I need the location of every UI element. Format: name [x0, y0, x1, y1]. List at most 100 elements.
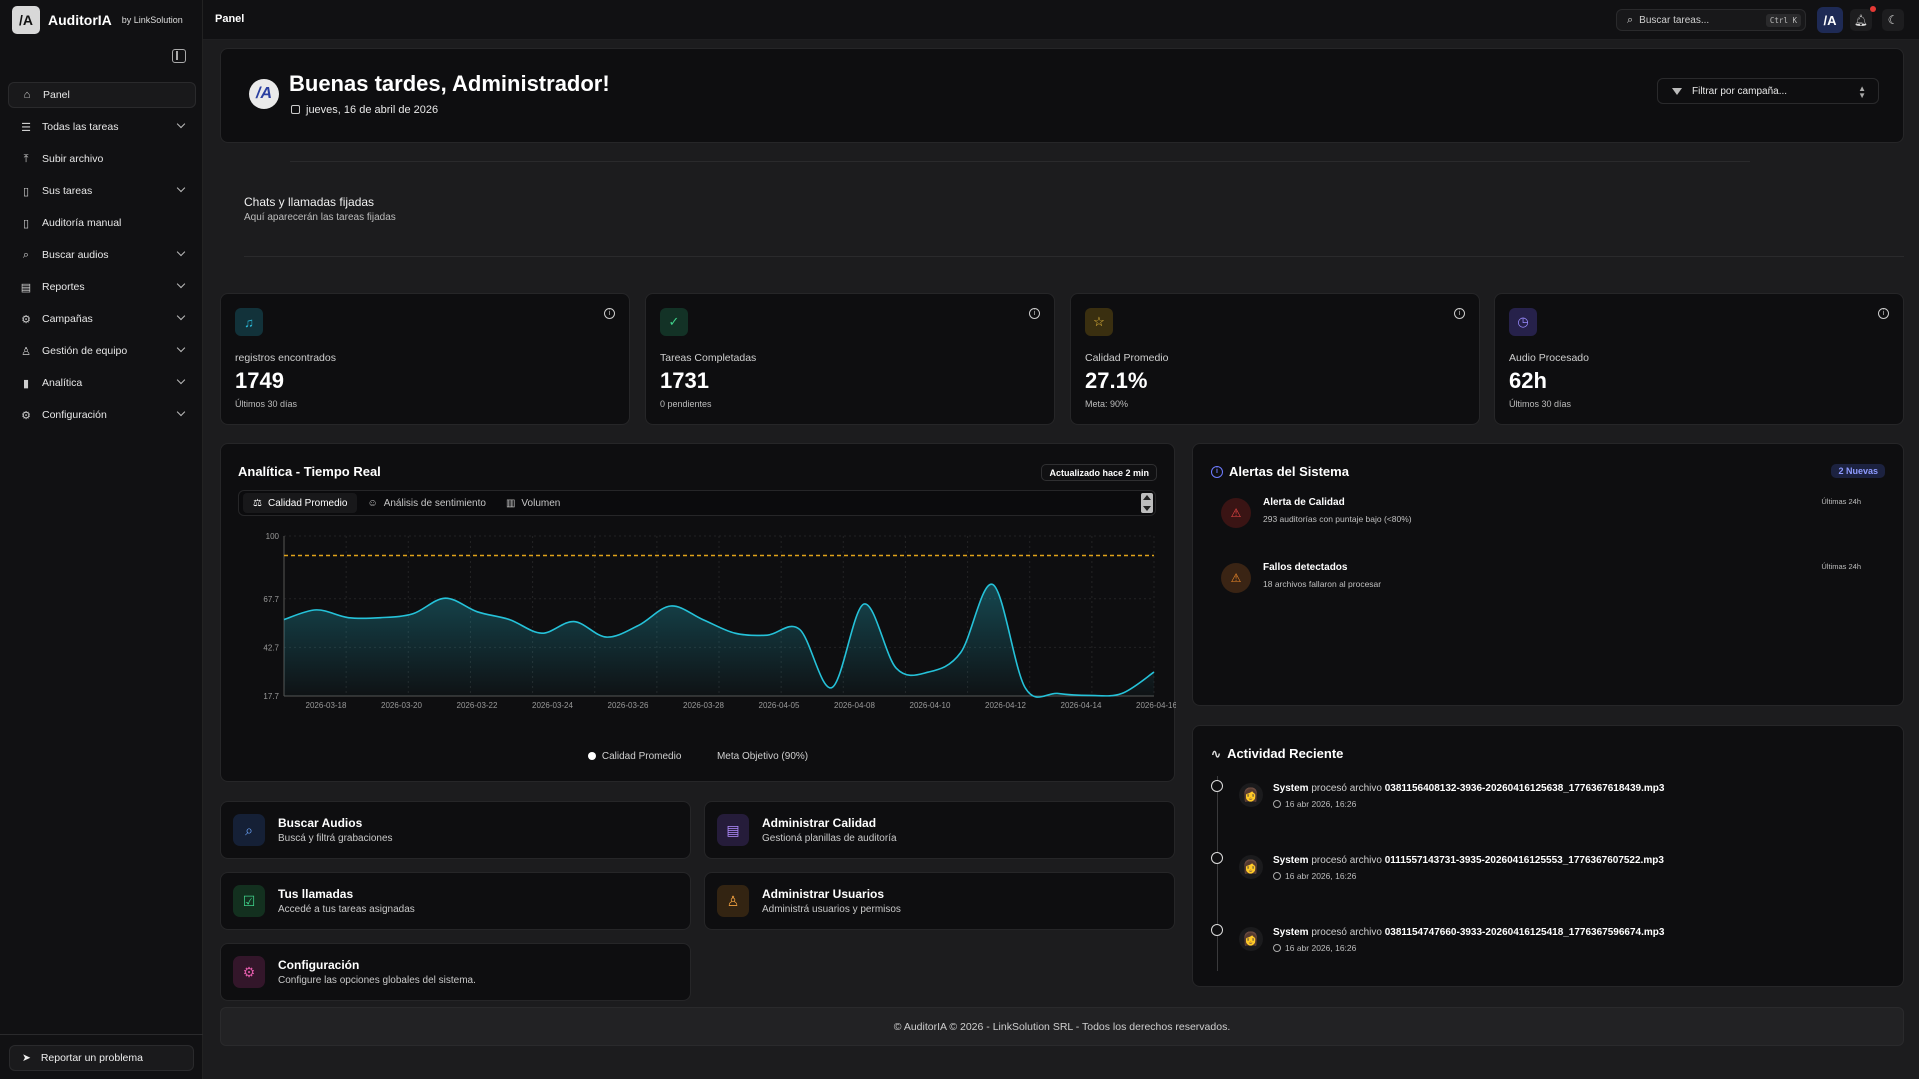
chart-legend: Calidad Promedio Meta Objetivo (90%): [221, 751, 1175, 762]
analytics-card: Analítica - Tiempo Real Actualizado hace…: [220, 443, 1176, 782]
quick-action-subtitle: Configure las opciones globales del sist…: [278, 975, 476, 986]
sidebar-item-7[interactable]: ⚙ Campañas: [8, 306, 196, 332]
clipboard-icon: ▤: [717, 814, 749, 846]
quick-action-card[interactable]: ☑ Tus llamadas Accedé a tus tareas asignad…: [220, 872, 691, 930]
chevron-down-icon[interactable]: [176, 343, 186, 353]
quick-action-card[interactable]: ♙ Administrar Usuarios Administrá usuarios…: [704, 872, 1175, 930]
y-tick-label: 67.7: [263, 595, 279, 604]
chevron-down-icon[interactable]: [176, 311, 186, 321]
sidebar: /A AuditorIA by LinkSolution ⌂ Panel ☰ Toda…: [0, 0, 203, 1079]
campaign-filter[interactable]: Filtrar por campaña... ▲ ▼: [1657, 78, 1879, 104]
gear-icon: ⚙: [233, 956, 265, 988]
activity-item[interactable]: 👩 System procesó archivo 0381154747660-39…: [1211, 922, 1911, 972]
quick-action-title: Buscar Audios: [278, 816, 363, 830]
y-tick-label: 100: [266, 532, 280, 541]
tab-1[interactable]: ☺ Análisis de sentimiento: [357, 493, 496, 513]
x-tick-label: 2026-04-10: [910, 701, 951, 710]
activity-file[interactable]: 0381154747660-3933-20260416125418_177636…: [1384, 927, 1665, 938]
sidebar-item-8[interactable]: ♙ Gestión de equipo: [8, 338, 196, 364]
stat-card[interactable]: ✓ i Tareas Completadas 1731 0 pendientes: [645, 293, 1055, 425]
report-problem-button[interactable]: ➤ Reportar un problema: [9, 1045, 194, 1071]
file-audio-icon: ♫: [235, 308, 263, 336]
shortcut-hint: Ctrl K: [1765, 14, 1801, 27]
avatar[interactable]: /A: [1817, 7, 1843, 33]
timeline-dot: [1211, 780, 1223, 792]
stat-value: 27.1%: [1085, 368, 1148, 393]
tab-label: Volumen: [521, 497, 561, 509]
chevron-down-icon[interactable]: [176, 407, 186, 417]
tab-2[interactable]: ▥ Volumen: [496, 493, 570, 513]
theme-toggle-button[interactable]: ☾: [1882, 9, 1904, 31]
series-line: [283, 583, 1155, 698]
stat-card[interactable]: ◷ i Audio Procesado 62h Últimos 30 días: [1494, 293, 1904, 425]
divider: [244, 256, 1904, 257]
search-box[interactable]: ⌕ Ctrl K: [1616, 9, 1806, 31]
brand-name: AuditorIA: [48, 12, 112, 28]
info-icon[interactable]: i: [1029, 308, 1040, 319]
activity-file[interactable]: 0381156408132-3936-20260416125638_177636…: [1384, 783, 1665, 794]
updated-badge: Actualizado hace 2 min: [1041, 464, 1157, 481]
sidebar-item-5[interactable]: ⌕ Buscar audios: [8, 242, 196, 268]
quick-action-card[interactable]: ⌕ Buscar Audios Buscá y filtrá grabaciones: [220, 801, 691, 859]
search-input[interactable]: [1639, 14, 1760, 26]
quick-action-subtitle: Accedé a tus tareas asignadas: [278, 904, 415, 915]
activity-time-text: 16 abr 2026, 16:26: [1285, 943, 1357, 953]
quick-action-card[interactable]: ⚙ Configuración Configure las opciones glo…: [220, 943, 691, 1001]
chevron-down-icon[interactable]: [176, 375, 186, 385]
alert-time: Últimas 24h: [1821, 497, 1861, 506]
x-tick-label: 2026-03-26: [608, 701, 649, 710]
sidebar-item-0[interactable]: ⌂ Panel: [8, 82, 196, 108]
tab-0[interactable]: ⚖ Calidad Promedio: [243, 493, 358, 513]
alert-subtitle: 293 auditorías con puntaje bajo (<80%): [1263, 514, 1412, 524]
analytics-title: Analítica - Tiempo Real: [238, 464, 381, 479]
sidebar-collapse-icon[interactable]: [172, 49, 186, 63]
chevron-down-icon[interactable]: [176, 183, 186, 193]
chevron-down-icon[interactable]: [176, 279, 186, 289]
x-tick-label: 2026-04-08: [834, 701, 875, 710]
activity-time: 16 abr 2026, 16:26: [1273, 943, 1356, 953]
campaign-icon: ⚙: [21, 313, 31, 326]
notifications-button[interactable]: 🔔︎: [1850, 9, 1872, 31]
topbar: Panel ⌕ Ctrl K /A 🔔︎ ☾: [203, 0, 1919, 40]
series-area: [284, 584, 1154, 698]
activity-actor: System: [1273, 927, 1309, 938]
stat-card[interactable]: ☆ i Calidad Promedio 27.1% Meta: 90%: [1070, 293, 1480, 425]
x-tick-label: 2026-03-22: [457, 701, 498, 710]
chevron-down-icon[interactable]: [176, 119, 186, 129]
sidebar-item-4[interactable]: ▯ Auditoría manual: [8, 210, 196, 236]
activity-item[interactable]: 👩 System procesó archivo 0111557143731-39…: [1211, 850, 1911, 900]
tab-scroll-control[interactable]: [1141, 493, 1153, 513]
sidebar-item-6[interactable]: ▤ Reportes: [8, 274, 196, 300]
alert-item[interactable]: ⚠ Fallos detectados 18 archivos fallaron a…: [1221, 559, 1861, 599]
quick-action-card[interactable]: ▤ Administrar Calidad Gestioná planillas d…: [704, 801, 1175, 859]
warning-icon: ⚠: [1221, 498, 1251, 528]
chevron-down-icon[interactable]: [176, 247, 186, 257]
alert-title: Fallos detectados: [1263, 562, 1348, 573]
legend-series[interactable]: Calidad Promedio: [587, 751, 681, 762]
info-icon[interactable]: i: [1878, 308, 1889, 319]
alert-item[interactable]: ⚠ Alerta de Calidad 293 auditorías con pun…: [1221, 494, 1861, 534]
sidebar-item-3[interactable]: ▯ Sus tareas: [8, 178, 196, 204]
sidebar-item-2[interactable]: ⤒ Subir archivo: [8, 146, 196, 172]
tab-label: Calidad Promedio: [267, 497, 348, 509]
sidebar-item-1[interactable]: ☰ Todas las tareas: [8, 114, 196, 140]
sidebar-item-label: Buscar audios: [42, 249, 109, 261]
sidebar-item-9[interactable]: ▮ Analítica: [8, 370, 196, 396]
y-tick-label: 17.7: [263, 692, 279, 701]
clock-icon: [1273, 800, 1281, 808]
stat-card[interactable]: ♫ i registros encontrados 1749 Últimos 30 dí…: [220, 293, 630, 425]
sidebar-item-10[interactable]: ⚙ Configuración: [8, 402, 196, 428]
quick-action-subtitle: Gestioná planillas de auditoría: [762, 833, 897, 844]
activity-verb: procesó archivo: [1311, 855, 1382, 866]
stat-sub: Meta: 90%: [1085, 399, 1129, 409]
legend-target[interactable]: Meta Objetivo (90%): [716, 751, 809, 762]
warning-icon: ⚠: [1221, 563, 1251, 593]
info-icon[interactable]: i: [604, 308, 615, 319]
y-tick-label: 42.7: [263, 643, 279, 652]
activity-icon: ∿: [1211, 746, 1222, 761]
brand[interactable]: /A AuditorIA by LinkSolution: [0, 0, 202, 40]
info-icon[interactable]: i: [1454, 308, 1465, 319]
activity-item[interactable]: 👩 System procesó archivo 0381156408132-39…: [1211, 778, 1911, 828]
activity-file[interactable]: 0111557143731-3935-20260416125553_177636…: [1384, 855, 1664, 866]
sidebar-item-label: Gestión de equipo: [42, 345, 128, 357]
